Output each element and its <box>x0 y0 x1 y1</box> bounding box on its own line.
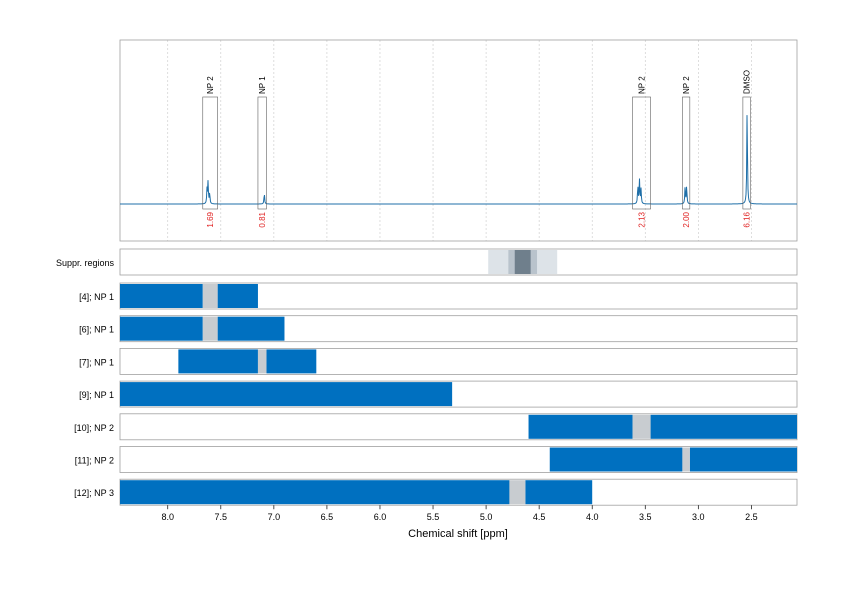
x-tick-label: 8.0 <box>161 512 174 522</box>
suppression-band <box>514 250 531 274</box>
row-label: [11]; NP 2 <box>75 456 114 466</box>
spectrum-panel: NP 2 1.69 NP 1 0.81 NP 2 2.13 NP 2 2.00 DMSO 6.16 <box>119 39 798 242</box>
x-tick-label: 4.5 <box>533 512 546 522</box>
row-label: [4]; NP 1 <box>79 292 114 302</box>
region-row: [12]; NP 3 <box>74 478 798 506</box>
region-bar <box>120 316 203 341</box>
region-bar <box>528 414 633 439</box>
annotation-box <box>742 96 751 210</box>
annotation-box <box>632 96 651 210</box>
annotation-box <box>682 96 691 210</box>
annotation-box <box>257 96 267 210</box>
integral-value: 2.13 <box>638 211 647 227</box>
region-bar <box>549 447 683 472</box>
region-bar <box>120 480 510 505</box>
spectrum-line <box>120 115 797 205</box>
row-label: [6]; NP 1 <box>79 325 114 335</box>
region-rows: [4]; NP 1 [6]; NP 1 [7]; NP 1 [9]; NP 1 [10]… <box>74 282 798 506</box>
region-bar <box>217 316 285 341</box>
region-row: [10]; NP 2 <box>74 413 798 441</box>
region-row: [7]; NP 1 <box>79 347 798 375</box>
region-bar <box>689 447 797 472</box>
spectrum-frame <box>119 39 798 242</box>
suppression-panel: Suppr. regions <box>56 248 798 276</box>
integral-value: 0.81 <box>258 211 267 227</box>
integral-value: 2.00 <box>682 211 691 227</box>
row-label: [9]; NP 1 <box>79 390 114 400</box>
suppression-frame <box>119 248 798 276</box>
grid-lines <box>167 40 752 241</box>
x-tick-label: 3.5 <box>639 512 652 522</box>
region-bar <box>266 349 317 374</box>
annotation-label: NP 2 <box>638 76 647 94</box>
region-row: [4]; NP 1 <box>79 282 798 310</box>
excluded-gap <box>257 349 267 374</box>
region-bar <box>650 414 797 439</box>
annotation-label: NP 2 <box>682 76 691 94</box>
x-tick-label: 6.5 <box>321 512 334 522</box>
row-label: [12]; NP 3 <box>74 488 114 498</box>
x-tick-label: 5.5 <box>427 512 440 522</box>
row-label: [7]; NP 1 <box>79 357 114 367</box>
excluded-gap <box>202 316 218 341</box>
excluded-gap <box>202 284 218 308</box>
region-bar <box>178 349 258 374</box>
annotation-label: NP 1 <box>258 76 267 94</box>
suppression-label: Suppr. regions <box>56 258 115 268</box>
region-bar <box>120 284 203 308</box>
region-row: [6]; NP 1 <box>79 315 798 343</box>
annotation-label: DMSO <box>743 70 752 94</box>
region-bar <box>217 284 258 308</box>
row-label: [10]; NP 2 <box>74 423 114 433</box>
excluded-gap <box>632 414 651 439</box>
excluded-gap <box>509 480 526 505</box>
region-bar <box>525 480 593 505</box>
x-tick-label: 5.0 <box>480 512 493 522</box>
region-row: [9]; NP 1 <box>79 380 798 408</box>
x-tick-label: 2.5 <box>745 512 758 522</box>
integral-value: 1.69 <box>206 211 215 227</box>
annotation-box <box>202 96 218 210</box>
x-tick-label: 6.0 <box>374 512 387 522</box>
integral-value: 6.16 <box>743 211 752 227</box>
x-axis: 8.0 7.5 7.0 6.5 6.0 5.5 5.0 4.5 4.0 3.5 3.0 2.5 <box>161 505 758 522</box>
x-tick-label: 7.0 <box>268 512 281 522</box>
x-tick-label: 4.0 <box>586 512 599 522</box>
region-bar <box>120 382 453 407</box>
x-tick-label: 3.0 <box>692 512 705 522</box>
x-axis-label: Chemical shift [ppm] <box>408 528 508 540</box>
annotation-label: NP 2 <box>206 76 215 94</box>
excluded-gap <box>682 447 690 472</box>
x-tick-label: 7.5 <box>215 512 228 522</box>
